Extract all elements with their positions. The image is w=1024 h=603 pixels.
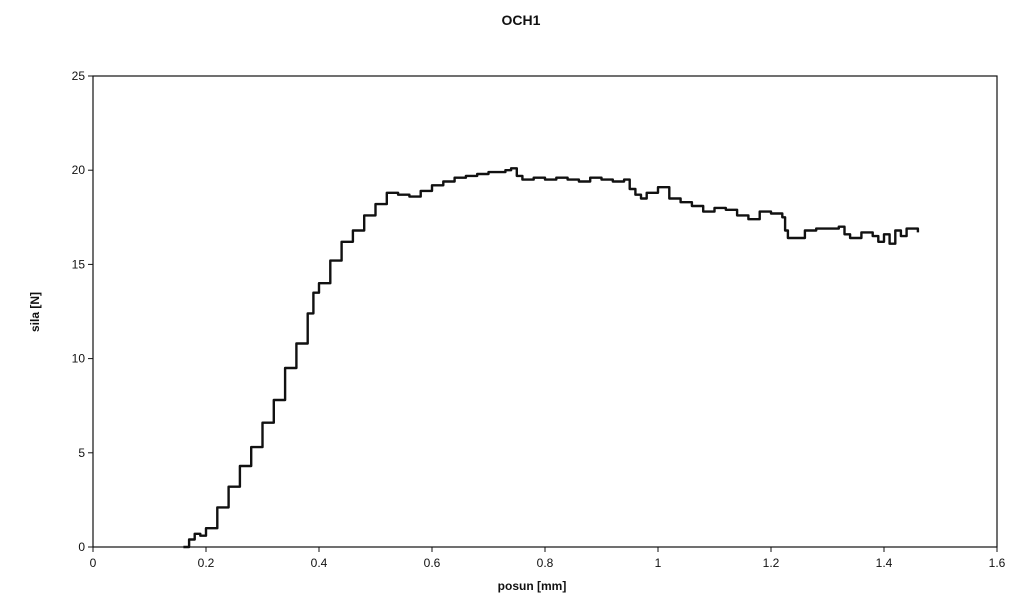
x-tick-label: 1.4 xyxy=(876,556,893,570)
y-tick-label: 0 xyxy=(78,540,85,554)
y-tick-label: 10 xyxy=(72,352,86,366)
y-tick-label: 25 xyxy=(72,69,86,83)
y-axis-ticks: 0 5 10 15 20 25 xyxy=(72,69,93,554)
x-tick-label: 0.4 xyxy=(311,556,328,570)
series-line xyxy=(183,167,920,549)
x-tick-label: 0 xyxy=(90,556,97,570)
x-tick-label: 1.6 xyxy=(989,556,1006,570)
x-tick-label: 1 xyxy=(655,556,662,570)
x-tick-label: 0.6 xyxy=(424,556,441,570)
x-axis-ticks: 0 0.2 0.4 0.6 0.8 1 1.2 1.4 1.6 xyxy=(90,547,1006,570)
y-tick-label: 15 xyxy=(72,257,86,271)
y-tick-label: 20 xyxy=(72,163,86,177)
x-tick-label: 0.8 xyxy=(537,556,554,570)
plot-frame xyxy=(92,75,998,548)
x-tick-label: 1.2 xyxy=(763,556,780,570)
y-axis-label: sila [N] xyxy=(28,292,42,332)
y-tick-label: 5 xyxy=(78,446,85,460)
x-axis-label: posun [mm] xyxy=(498,579,567,593)
series-layer xyxy=(183,167,920,549)
x-tick-label: 0.2 xyxy=(198,556,215,570)
chart-title: OCH1 xyxy=(502,12,541,28)
